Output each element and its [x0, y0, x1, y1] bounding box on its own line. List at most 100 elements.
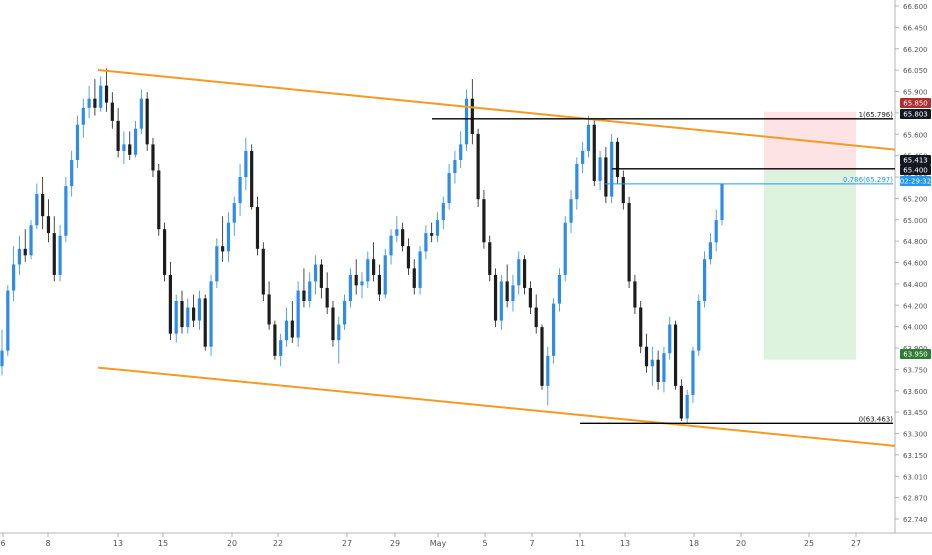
candle-body	[122, 144, 126, 151]
candle-body	[592, 124, 596, 181]
y-tick-label: 63.750	[903, 366, 928, 374]
x-tick-label: 25	[804, 539, 814, 548]
candle-body	[528, 287, 532, 308]
candle-body	[70, 160, 74, 187]
candle-body	[267, 294, 271, 325]
y-tick-label: 62.740	[903, 516, 928, 524]
candle-body	[511, 285, 515, 302]
x-tick-label: 20	[227, 539, 237, 548]
candle-body	[58, 235, 62, 275]
candle-body	[99, 85, 103, 108]
fib-level-0786-label: 0.786(65.297)	[843, 176, 893, 184]
x-tick-label: 8	[45, 539, 50, 548]
price-badge	[900, 109, 931, 119]
candle-body	[93, 98, 97, 108]
y-tick-label: 64.200	[903, 302, 928, 310]
candle-body	[459, 144, 463, 161]
candle-body	[499, 281, 503, 321]
candle-body	[493, 274, 498, 321]
candle-body	[174, 301, 178, 334]
candle-body	[488, 242, 492, 275]
candle-body	[447, 173, 451, 204]
x-tick-label: May	[430, 539, 447, 548]
candle-body	[232, 203, 236, 223]
price-badge	[900, 165, 931, 175]
candle-body	[522, 259, 527, 288]
candle-body	[6, 290, 10, 351]
candle-body	[633, 281, 637, 308]
y-tick-label: 64.600	[903, 260, 928, 268]
candle-body	[221, 246, 225, 252]
candle-body	[546, 355, 550, 386]
candle-body	[284, 320, 289, 341]
candle-body	[401, 229, 405, 247]
y-tick-label: 66.600	[903, 3, 928, 11]
price-badge-label: 65.850	[903, 100, 928, 108]
y-tick-label: 65.200	[903, 195, 928, 203]
x-tick-label: 7	[529, 539, 534, 548]
candle-body	[708, 242, 712, 260]
candle-body	[650, 359, 654, 367]
candle-body	[162, 229, 167, 275]
candle-body	[430, 233, 434, 236]
channel-upper-line	[97, 68, 896, 151]
y-tick-label: 62.870	[903, 495, 928, 503]
candle-body	[238, 177, 242, 204]
y-tick-label: 63.450	[903, 409, 928, 417]
candle-body	[17, 248, 22, 265]
candle-body	[215, 246, 219, 282]
candle-body	[476, 133, 480, 200]
x-tick-label: 29	[390, 539, 400, 548]
price-badge-label: 65.413	[903, 157, 928, 165]
candle-body	[389, 235, 393, 256]
candle-body	[679, 385, 683, 419]
candle-body	[702, 259, 707, 302]
candle-body	[482, 199, 486, 243]
candle-body	[569, 199, 573, 223]
candle-body	[128, 144, 132, 155]
candle-body	[552, 303, 556, 356]
candle-body	[139, 98, 143, 129]
y-tick-label: 65.600	[903, 131, 928, 139]
candle-body	[75, 124, 80, 161]
y-tick-label: 63.010	[903, 473, 928, 481]
channel-lower-line	[97, 366, 896, 447]
candle-body	[342, 301, 347, 325]
candle-body	[325, 287, 329, 308]
x-tick-label: 11	[575, 539, 585, 548]
candle-body	[627, 203, 631, 282]
y-tick-label: 65.000	[903, 217, 928, 225]
y-tick-label: 66.050	[903, 67, 928, 75]
candle-body	[505, 281, 509, 302]
candle-body	[273, 324, 277, 356]
price-badge	[900, 176, 931, 186]
candle-body	[197, 298, 202, 321]
y-tick-label: 63.150	[903, 452, 928, 460]
candle-body	[354, 274, 358, 286]
y-tick-label: 65.900	[903, 89, 928, 97]
candle-body	[337, 324, 341, 341]
candle-body	[157, 170, 161, 230]
candle-body	[621, 177, 625, 204]
x-tick-label: 6	[0, 539, 5, 548]
candle-body	[110, 102, 114, 121]
candle-body	[644, 346, 649, 367]
candle-body	[0, 350, 4, 367]
candle-body	[464, 98, 469, 145]
candle-body	[250, 150, 254, 208]
candle-body	[296, 290, 300, 338]
candle-body	[662, 353, 666, 382]
candle-body	[308, 281, 312, 302]
y-tick-label: 63.300	[903, 431, 928, 439]
candle-body	[203, 298, 207, 347]
candle-body	[575, 163, 579, 200]
price-badge	[900, 349, 931, 359]
price-badge-label: 65.803	[903, 111, 928, 119]
candle-body	[133, 128, 138, 155]
y-tick-label: 66.450	[903, 24, 928, 32]
candle-body	[209, 281, 213, 347]
y-tick-label: 66.200	[903, 46, 928, 54]
candle-body	[145, 98, 149, 145]
x-tick-label: 20	[736, 539, 746, 548]
candle-body	[470, 98, 474, 134]
